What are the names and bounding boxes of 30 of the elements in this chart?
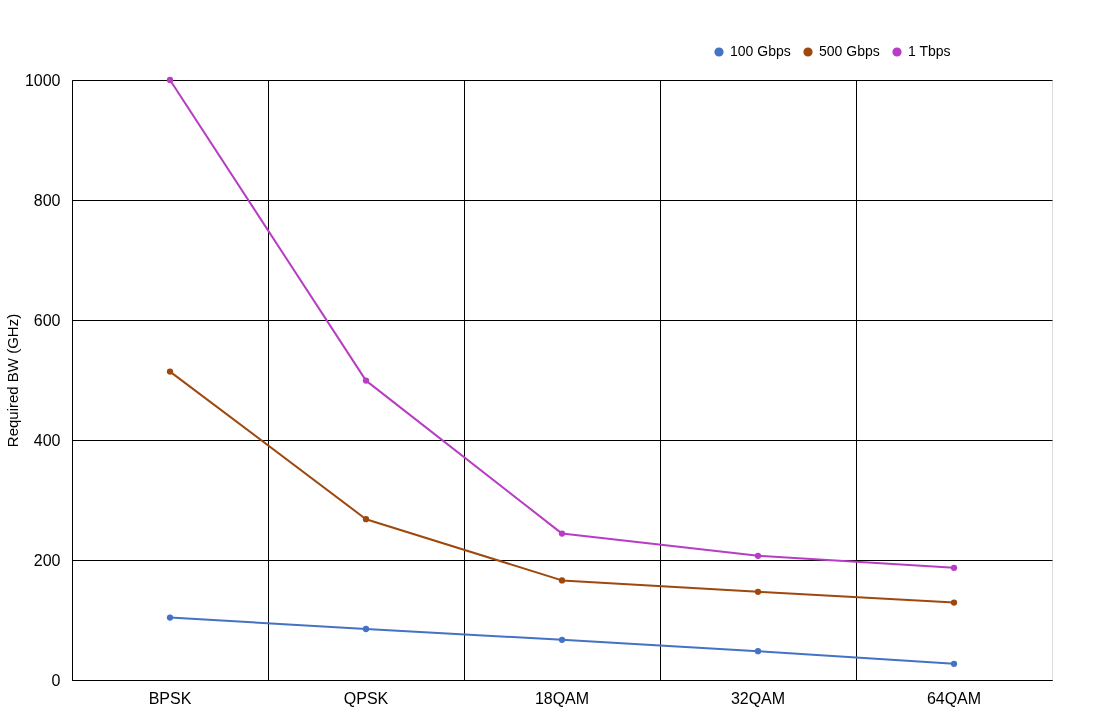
point	[754, 552, 762, 559]
point	[754, 588, 762, 595]
point	[558, 530, 566, 537]
y-tick-label: 400	[33, 431, 61, 449]
legend-label: 1 Tbps	[908, 43, 951, 59]
legend-label: 100 Gbps	[730, 43, 791, 59]
x-tick-label: 64QAM	[926, 689, 982, 707]
point	[166, 76, 174, 84]
y-tick-label: 200	[33, 551, 61, 569]
point	[362, 377, 370, 384]
point	[950, 564, 958, 571]
point	[558, 577, 566, 584]
y-tick-label: 0	[51, 671, 61, 689]
y-tick-label: 1000	[24, 71, 61, 89]
point	[754, 648, 762, 655]
point	[362, 625, 370, 633]
point	[166, 368, 174, 375]
point	[166, 614, 174, 621]
y-axis-title: Required BW (GHz)	[3, 313, 21, 448]
point	[950, 599, 958, 606]
x-tick-label: 18QAM	[534, 689, 590, 707]
legend-label: 500 Gbps	[819, 43, 880, 59]
point	[558, 636, 566, 643]
x-tick-label: QPSK	[343, 689, 389, 707]
x-tick-label: 32QAM	[730, 689, 786, 707]
x-tick-label: BPSK	[148, 689, 192, 707]
point	[950, 660, 958, 667]
point	[362, 516, 370, 523]
y-tick-label: 800	[33, 191, 61, 209]
y-tick-label: 600	[33, 311, 61, 329]
